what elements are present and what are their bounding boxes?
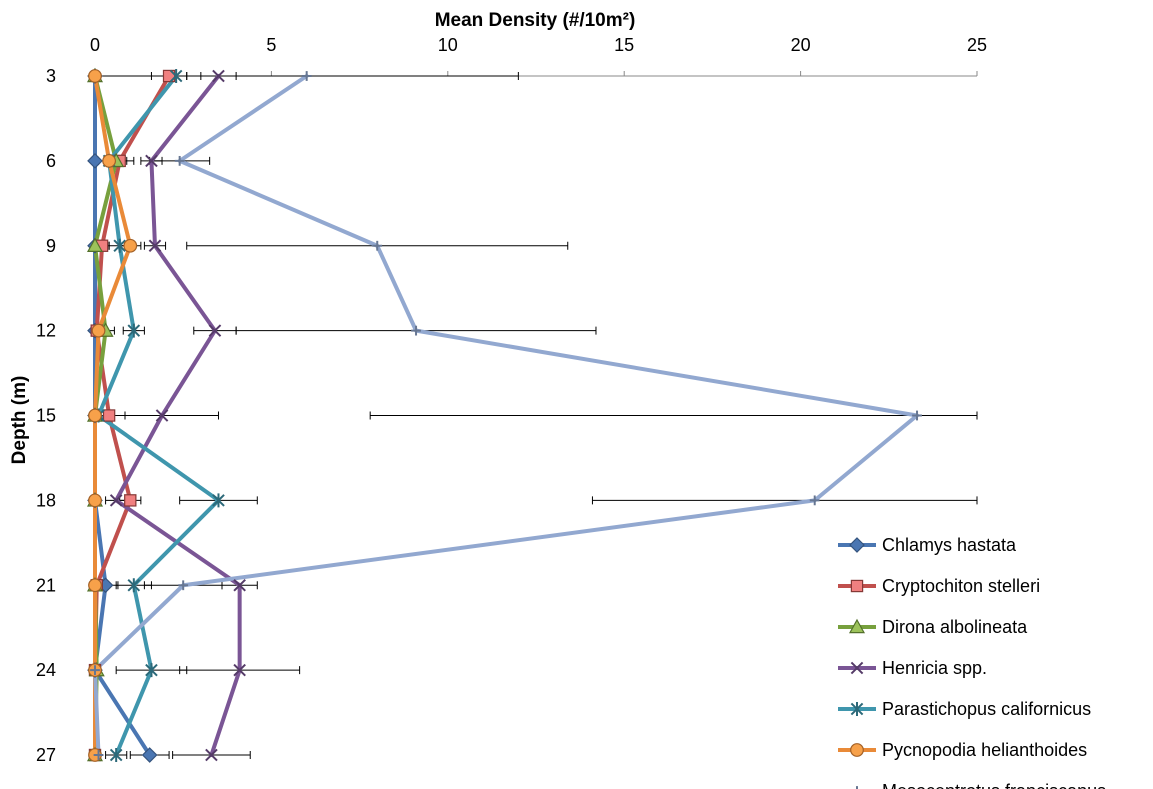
data-point: [90, 665, 100, 676]
y-tick-label: 27: [36, 745, 56, 765]
x-tick-label: 20: [791, 35, 811, 55]
x-tick-label: 15: [614, 35, 634, 55]
legend-entry: Cryptochiton stelleri: [838, 576, 1040, 596]
y-tick-label: 18: [36, 490, 56, 510]
x-axis-title: Mean Density (#/10m²): [435, 10, 636, 31]
data-point: [212, 493, 225, 508]
data-point: [87, 153, 103, 169]
data-point: [109, 494, 123, 507]
legend-entry: Parastichopus californicus: [838, 699, 1091, 719]
data-point: [88, 578, 102, 593]
legend-entry: Pycnopodia helianthoides: [838, 740, 1087, 760]
legend-marker: [850, 579, 864, 593]
data-point: [162, 69, 176, 83]
data-point: [208, 324, 222, 337]
legend-marker: [848, 618, 866, 634]
data-point: [155, 409, 169, 422]
y-tick-label: 6: [46, 151, 56, 171]
data-point: [169, 69, 183, 83]
data-point: [102, 409, 116, 422]
data-point: [93, 750, 104, 760]
y-tick-label: 3: [46, 66, 56, 86]
legend-label: Dirona albolineata: [882, 617, 1028, 637]
y-tick-label: 12: [36, 321, 56, 341]
legend-label: Cryptochiton stelleri: [882, 576, 1040, 596]
data-point: [113, 238, 127, 253]
series-markers: [86, 67, 922, 763]
data-point: [127, 323, 141, 338]
data-point: [912, 410, 922, 421]
legend-label: Chlamys hastata: [882, 535, 1017, 555]
data-point: [102, 153, 117, 168]
data-point: [88, 69, 102, 83]
axes: 0 5 10 15 20 25 3 6 9 12 15 18 21 24 27: [36, 35, 987, 765]
data-point: [88, 408, 102, 423]
legend: Chlamys hastata Cryptochiton stelleri Diro…: [838, 535, 1106, 789]
data-point: [212, 69, 225, 83]
data-point: [205, 748, 218, 762]
data-point: [91, 323, 106, 338]
legend-marker: [856, 786, 858, 789]
legend-label: Parastichopus californicus: [882, 699, 1091, 719]
data-point: [233, 578, 246, 592]
data-point: [123, 238, 138, 253]
data-point: [301, 71, 312, 81]
data-point: [124, 494, 137, 507]
data-point: [372, 240, 383, 251]
data-point: [411, 325, 421, 336]
x-tick-label: 0: [90, 35, 100, 55]
data-point: [109, 748, 123, 762]
legend-entry: Chlamys hastata: [838, 535, 1017, 555]
data-point: [141, 747, 158, 763]
legend-marker: [850, 743, 864, 757]
data-point: [145, 663, 158, 678]
data-point: [233, 663, 246, 677]
y-tick-label: 21: [36, 575, 56, 595]
data-point: [809, 495, 820, 506]
x-tick-label: 5: [266, 35, 276, 55]
data-point: [145, 154, 158, 168]
legend-marker: [850, 661, 864, 675]
data-point: [174, 155, 185, 166]
legend-entry: Dirona albolineata: [838, 617, 1028, 637]
y-tick-label: 15: [36, 406, 56, 426]
legend-marker: [850, 702, 864, 716]
data-point: [148, 239, 162, 253]
y-tick-label: 9: [46, 236, 56, 256]
legend-label: Pycnopodia helianthoides: [882, 740, 1087, 760]
y-axis-title: Depth (m): [9, 376, 30, 465]
error-bars: [94, 72, 978, 759]
legend-label: Mesocentrotus franciscanus: [882, 781, 1106, 789]
data-point: [127, 578, 141, 593]
data-point: [88, 493, 102, 508]
y-tick-label: 24: [36, 660, 56, 680]
x-tick-label: 10: [438, 35, 458, 55]
legend-entry: Henricia spp.: [838, 658, 987, 678]
x-tick-label: 25: [967, 35, 987, 55]
legend-marker: [849, 537, 865, 553]
legend-label: Henricia spp.: [882, 658, 987, 678]
data-point: [178, 580, 189, 591]
data-point: [86, 237, 104, 252]
legend-entry: Mesocentrotus franciscanus: [856, 781, 1106, 789]
